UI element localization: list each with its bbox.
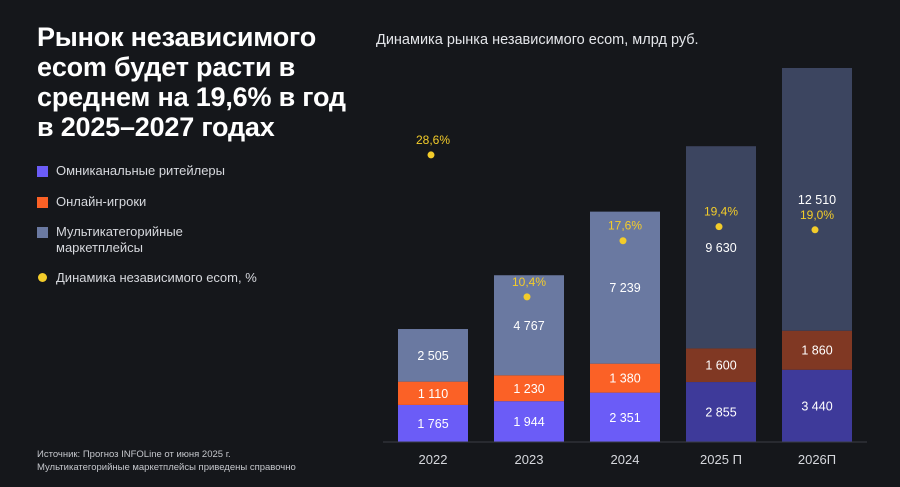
data-label-online-3: 1 600 (705, 359, 736, 373)
bar-segment-market-2 (590, 211, 660, 364)
bar-segment-online-2 (590, 363, 660, 393)
legend-swatch-omni (37, 166, 48, 177)
bar-segment-omni-3 (686, 382, 756, 442)
source-note: Источник: Прогноз INFOLine от июня 2025 … (37, 448, 296, 474)
growth-label-0: 28,6% (416, 133, 450, 147)
legend-label-marketplaces: Мультикатегорийные маркетплейсы (56, 224, 183, 255)
growth-dot-0 (427, 151, 435, 159)
bar-segment-market-4 (782, 67, 852, 331)
bar-segment-omni-1 (494, 401, 564, 442)
data-label-online-4: 1 860 (801, 344, 832, 358)
data-label-omni-0: 1 765 (417, 417, 448, 431)
data-label-omni-4: 3 440 (801, 399, 832, 413)
bar-segment-online-1 (494, 375, 564, 402)
chart-title: Динамика рынка независимого ecom, млрд р… (376, 32, 699, 48)
legend-item-marketplaces: Мультикатегорийные маркетплейсы (37, 224, 206, 256)
bar-segment-omni-0 (398, 404, 468, 442)
data-label-omni-3: 2 855 (705, 406, 736, 420)
data-label-market-3: 9 630 (705, 241, 736, 255)
growth-label-2: 17,6% (608, 219, 642, 233)
bar-segment-omni-2 (590, 392, 660, 442)
data-label-online-0: 1 110 (418, 387, 448, 401)
x-tick-label-3: 2025 П (700, 452, 742, 467)
legend-label-omni: Омниканальные ритейлеры (56, 163, 226, 178)
x-tick-label-2: 2024 (611, 452, 640, 467)
data-label-omni-2: 2 351 (609, 411, 640, 425)
data-label-online-2: 1 380 (609, 372, 640, 386)
data-label-market-4: 12 510 (798, 193, 836, 207)
legend-dot-dynamics (38, 273, 47, 282)
data-label-omni-1: 1 944 (513, 415, 544, 429)
growth-dot-1 (523, 293, 531, 301)
bar-segment-market-0 (398, 329, 468, 382)
data-label-market-2: 7 239 (609, 281, 640, 295)
legend-label-dynamics: Динамика независимого ecom, % (56, 270, 257, 285)
data-label-market-0: 2 505 (417, 349, 448, 363)
growth-label-4: 19,0% (800, 208, 834, 222)
legend-item-omni: Омниканальные ритейлеры (37, 163, 226, 179)
data-label-online-1: 1 230 (513, 382, 544, 396)
growth-label-1: 10,4% (512, 275, 546, 289)
legend-item-online: Онлайн-игроки (37, 194, 226, 210)
bar-segment-online-3 (686, 348, 756, 383)
growth-label-3: 19,4% (704, 205, 738, 219)
bar-segment-omni-4 (782, 369, 852, 442)
x-tick-label-0: 2022 (419, 452, 448, 467)
growth-dot-3 (715, 223, 723, 231)
source-line-2: Мультикатегорийные маркетплейсы приведен… (37, 462, 296, 473)
source-line-1: Источник: Прогноз INFOLine от июня 2025 … (37, 449, 231, 460)
bar-segment-online-4 (782, 330, 852, 370)
growth-dot-2 (619, 237, 627, 245)
legend-item-dynamics: Динамика независимого ecom, % (37, 270, 296, 286)
bar-segment-online-0 (398, 381, 468, 405)
page-title: Рынок независимого ecom будет расти в ср… (37, 22, 346, 142)
bar-segment-market-1 (494, 275, 564, 376)
growth-dot-4 (811, 226, 819, 234)
x-tick-label-1: 2023 (515, 452, 544, 467)
legend-swatch-marketplaces (37, 227, 48, 238)
data-label-market-1: 4 767 (513, 319, 544, 333)
bar-segment-market-3 (686, 146, 756, 349)
legend-swatch-online (37, 197, 48, 208)
x-tick-label-4: 2026П (798, 452, 836, 467)
legend-label-online: Онлайн-игроки (56, 194, 147, 209)
